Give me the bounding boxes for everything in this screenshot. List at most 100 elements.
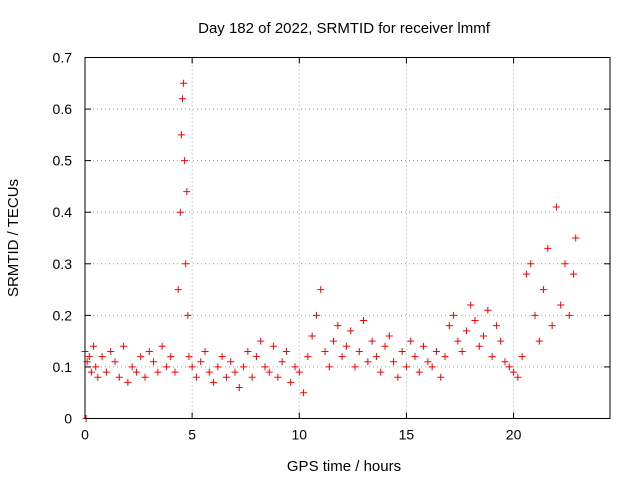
y-tick-label: 0.2	[53, 307, 73, 323]
data-point	[325, 363, 333, 371]
y-tick-label: 0.3	[53, 256, 73, 272]
data-point	[252, 353, 260, 361]
x-tick-label: 15	[399, 427, 415, 443]
data-point	[552, 203, 560, 211]
data-point	[484, 306, 492, 314]
data-point	[185, 353, 193, 361]
data-point	[390, 358, 398, 366]
data-point	[351, 363, 359, 371]
data-point	[274, 373, 282, 381]
data-point	[454, 337, 462, 345]
data-points	[81, 79, 580, 422]
data-point	[154, 368, 162, 376]
y-tick-label: 0.1	[53, 359, 73, 375]
y-tick-label: 0	[64, 411, 72, 427]
data-point	[338, 353, 346, 361]
data-point	[257, 337, 265, 345]
data-point	[137, 353, 145, 361]
data-point	[364, 358, 372, 366]
data-point	[304, 353, 312, 361]
data-point	[480, 332, 488, 340]
x-tick-label: 5	[188, 427, 196, 443]
axis-ticks: 0 5 10 15 20 0 0.1 0.2 0.3 0.4 0.5 0.6 0.7	[53, 50, 610, 443]
data-point	[548, 322, 556, 330]
data-point	[181, 157, 189, 165]
data-point	[527, 260, 535, 268]
data-point	[475, 342, 483, 350]
data-point	[240, 363, 248, 371]
data-point	[381, 342, 389, 350]
data-point	[128, 363, 136, 371]
data-point	[227, 358, 235, 366]
data-point	[174, 286, 182, 294]
data-point	[450, 311, 458, 319]
data-point	[177, 131, 185, 139]
data-point	[222, 373, 230, 381]
data-point	[270, 342, 278, 350]
x-tick-label: 10	[291, 427, 307, 443]
data-point	[420, 342, 428, 350]
data-point	[492, 322, 500, 330]
data-point	[317, 286, 325, 294]
data-point	[180, 79, 188, 87]
data-point	[182, 260, 190, 268]
data-point	[565, 311, 573, 319]
data-point	[287, 378, 295, 386]
data-point	[471, 317, 479, 325]
data-point	[407, 337, 415, 345]
data-point	[158, 342, 166, 350]
data-point	[102, 368, 110, 376]
data-point	[467, 301, 475, 309]
data-point	[458, 347, 466, 355]
data-point	[501, 358, 509, 366]
data-point	[179, 95, 186, 103]
data-point	[557, 301, 565, 309]
data-point	[205, 368, 213, 376]
data-point	[445, 322, 453, 330]
data-point	[192, 373, 200, 381]
data-point	[132, 368, 140, 376]
x-axis-title: GPS time / hours	[287, 458, 401, 475]
data-point	[535, 337, 543, 345]
data-point	[497, 337, 505, 345]
data-point	[248, 373, 256, 381]
data-point	[210, 378, 218, 386]
data-point	[432, 347, 440, 355]
data-point	[402, 363, 410, 371]
data-point	[385, 332, 393, 340]
data-point	[330, 337, 338, 345]
data-point	[334, 322, 342, 330]
data-point	[265, 368, 273, 376]
data-point	[141, 373, 149, 381]
data-point	[98, 353, 106, 361]
y-tick-label: 0.5	[53, 153, 73, 169]
data-point	[355, 347, 363, 355]
data-point	[561, 260, 569, 268]
x-tick-label: 0	[81, 427, 89, 443]
y-tick-label: 0.4	[53, 204, 73, 220]
data-point	[171, 368, 179, 376]
data-point	[282, 347, 290, 355]
data-point	[462, 327, 470, 335]
data-point	[124, 378, 132, 386]
data-point	[394, 373, 402, 381]
data-point	[278, 358, 286, 366]
data-point	[167, 353, 175, 361]
data-point	[214, 363, 222, 371]
y-axis-title: SRMTID / TECUs	[5, 179, 22, 297]
data-point	[92, 363, 100, 371]
data-point	[398, 347, 406, 355]
gridlines	[85, 57, 610, 419]
data-point	[184, 311, 192, 319]
data-point	[291, 363, 299, 371]
data-point	[510, 368, 518, 376]
y-tick-label: 0.6	[53, 101, 73, 117]
data-point	[522, 270, 530, 278]
data-point	[312, 311, 320, 319]
data-point	[424, 358, 432, 366]
data-point	[115, 373, 123, 381]
plot-frame	[84, 57, 611, 419]
data-point	[540, 286, 548, 294]
